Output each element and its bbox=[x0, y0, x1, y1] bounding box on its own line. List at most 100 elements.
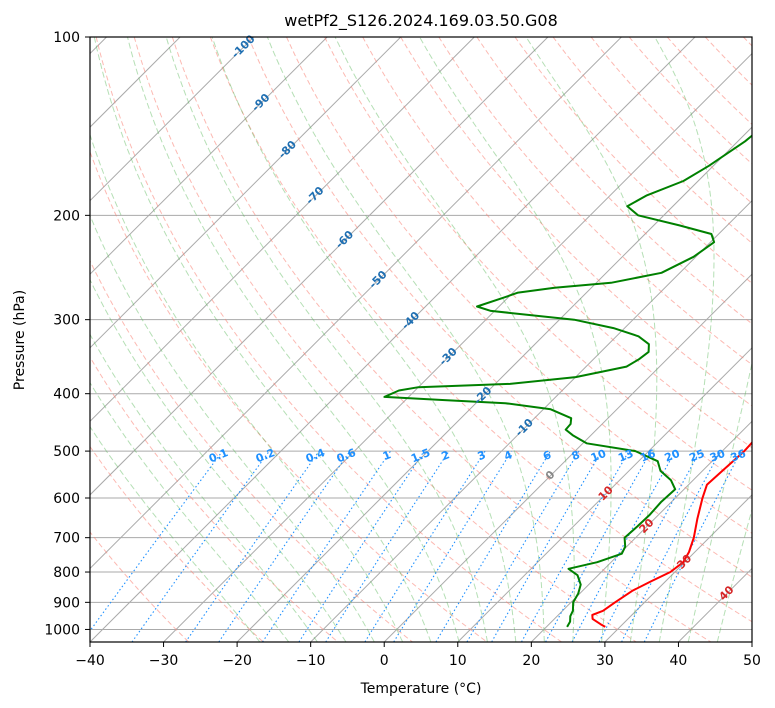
isotherm-line bbox=[90, 37, 328, 275]
x-axis-label: Temperature (°C) bbox=[360, 681, 482, 697]
dry-adiabat bbox=[90, 445, 265, 642]
mixing-ratio-line bbox=[262, 450, 391, 642]
mixing-ratio-line bbox=[131, 450, 270, 642]
moist-adiabat bbox=[687, 360, 752, 642]
mixing-ratio-line bbox=[521, 450, 630, 642]
isotherm-line bbox=[90, 37, 402, 349]
mixing-ratio-label: 20 bbox=[663, 447, 682, 465]
moist-adiabat bbox=[90, 278, 347, 642]
mixing-ratio-label: 0.1 bbox=[207, 446, 230, 465]
moist-adiabat bbox=[90, 214, 375, 642]
dry-adiabat bbox=[247, 37, 752, 578]
dry-adiabat bbox=[95, 37, 563, 642]
y-tick-label: 900 bbox=[53, 595, 80, 611]
dry-adiabat bbox=[476, 37, 752, 325]
mixing-ratio-label: 3 bbox=[476, 448, 488, 463]
isotherm-line bbox=[90, 37, 255, 202]
mixing-ratio-line bbox=[466, 450, 580, 642]
isotherm-label: -50 bbox=[366, 268, 389, 291]
dry-adiabat bbox=[209, 37, 752, 623]
dry-adiabat bbox=[90, 531, 190, 642]
mixing-ratio-label: 0.2 bbox=[254, 446, 277, 465]
isotherm-line bbox=[236, 126, 752, 642]
mixing-ratio-line bbox=[393, 450, 513, 642]
moist-adiabat bbox=[716, 507, 752, 642]
moist-adiabat bbox=[334, 37, 575, 642]
mixing-ratio-line bbox=[298, 450, 425, 642]
mixing-ratio-line bbox=[185, 450, 320, 642]
x-tick-label: 20 bbox=[522, 653, 540, 669]
x-tick-label: 30 bbox=[596, 653, 614, 669]
mixing-ratio-label: 1 bbox=[381, 448, 393, 463]
mixing-ratio-line bbox=[325, 450, 450, 642]
x-tick-label: −30 bbox=[149, 653, 179, 669]
plot-frame bbox=[89, 36, 753, 643]
mixing-ratio-label: 6 bbox=[541, 448, 553, 463]
isotherm-line bbox=[751, 641, 752, 642]
x-tick-label: −10 bbox=[296, 653, 326, 669]
y-tick-label: 500 bbox=[53, 444, 80, 460]
isotherm-line bbox=[90, 37, 696, 642]
y-tick-label: 200 bbox=[53, 208, 80, 224]
mixing-ratio-label: 10 bbox=[589, 447, 608, 465]
moist-adiabat bbox=[90, 425, 261, 642]
isotherm-line bbox=[90, 37, 549, 496]
chart-title: wetPf2_S126.2024.169.03.50.G08 bbox=[284, 11, 558, 31]
dry-adiabat bbox=[400, 37, 752, 407]
dry-adiabat bbox=[590, 37, 752, 205]
moist-adiabat bbox=[93, 37, 432, 642]
x-tick-label: 40 bbox=[670, 653, 688, 669]
isotherm-line bbox=[90, 37, 475, 423]
isotherm-line bbox=[163, 52, 752, 642]
mixing-ratio-label: 8 bbox=[570, 448, 582, 463]
isotherm-label: -20 bbox=[471, 384, 494, 407]
x-tick-label: −20 bbox=[222, 653, 252, 669]
mixing-ratio-label: 13 bbox=[616, 447, 635, 465]
moist-adiabat bbox=[211, 37, 517, 642]
isotherm-line bbox=[383, 273, 752, 642]
mixing-ratio-line bbox=[435, 450, 551, 642]
moist-adiabat bbox=[90, 133, 404, 642]
isotherm-line bbox=[530, 420, 752, 642]
x-tick-label: 0 bbox=[380, 653, 389, 669]
mixing-ratio-line bbox=[571, 450, 676, 642]
mixing-ratio-label: 16 bbox=[638, 447, 657, 465]
y-axis: 100 200 300 400 500 600 700 800 900 1000 bbox=[44, 30, 90, 638]
dry-adiabat bbox=[90, 356, 339, 642]
temperature-profile bbox=[591, 441, 752, 628]
mixing-ratio-line bbox=[598, 450, 701, 642]
dry-adiabat bbox=[743, 37, 752, 47]
mixing-ratio-label: 36 bbox=[729, 447, 748, 465]
moist-adiabat bbox=[419, 37, 612, 642]
x-tick-label: 10 bbox=[449, 653, 467, 669]
isotherm-label: 20 bbox=[637, 516, 657, 536]
y-tick-label: 800 bbox=[53, 565, 80, 581]
moist-adiabat bbox=[90, 333, 318, 642]
mixing-ratio-label: 30 bbox=[708, 447, 727, 465]
moist-adiabat bbox=[127, 37, 460, 642]
y-tick-label: 300 bbox=[53, 313, 80, 329]
dry-adiabat bbox=[704, 37, 752, 86]
mixing-ratio-label: 0.4 bbox=[304, 446, 327, 465]
dry-adiabat bbox=[90, 259, 414, 642]
dry-adiabat bbox=[628, 37, 752, 165]
moist-adiabat bbox=[90, 381, 290, 642]
isotherm-line bbox=[90, 37, 622, 570]
y-tick-label: 400 bbox=[53, 387, 80, 403]
plot-area bbox=[90, 37, 752, 642]
dry-adiabat bbox=[133, 37, 638, 642]
isotherm-line bbox=[604, 494, 752, 642]
mixing-ratio-line bbox=[90, 450, 223, 632]
moist-adiabat bbox=[654, 37, 715, 642]
isotherm-line bbox=[678, 567, 752, 642]
mixing-ratio-line bbox=[218, 450, 351, 642]
isotherm-line bbox=[457, 347, 752, 642]
y-tick-label: 600 bbox=[53, 491, 80, 507]
mixing-ratio-label: 1.5 bbox=[409, 446, 432, 465]
moist-adiabat bbox=[266, 37, 545, 642]
y-tick-label: 100 bbox=[53, 30, 80, 46]
y-tick-label: 1000 bbox=[44, 622, 80, 638]
mixing-ratio-label: 25 bbox=[687, 447, 706, 465]
moist-adiabat bbox=[165, 37, 488, 642]
